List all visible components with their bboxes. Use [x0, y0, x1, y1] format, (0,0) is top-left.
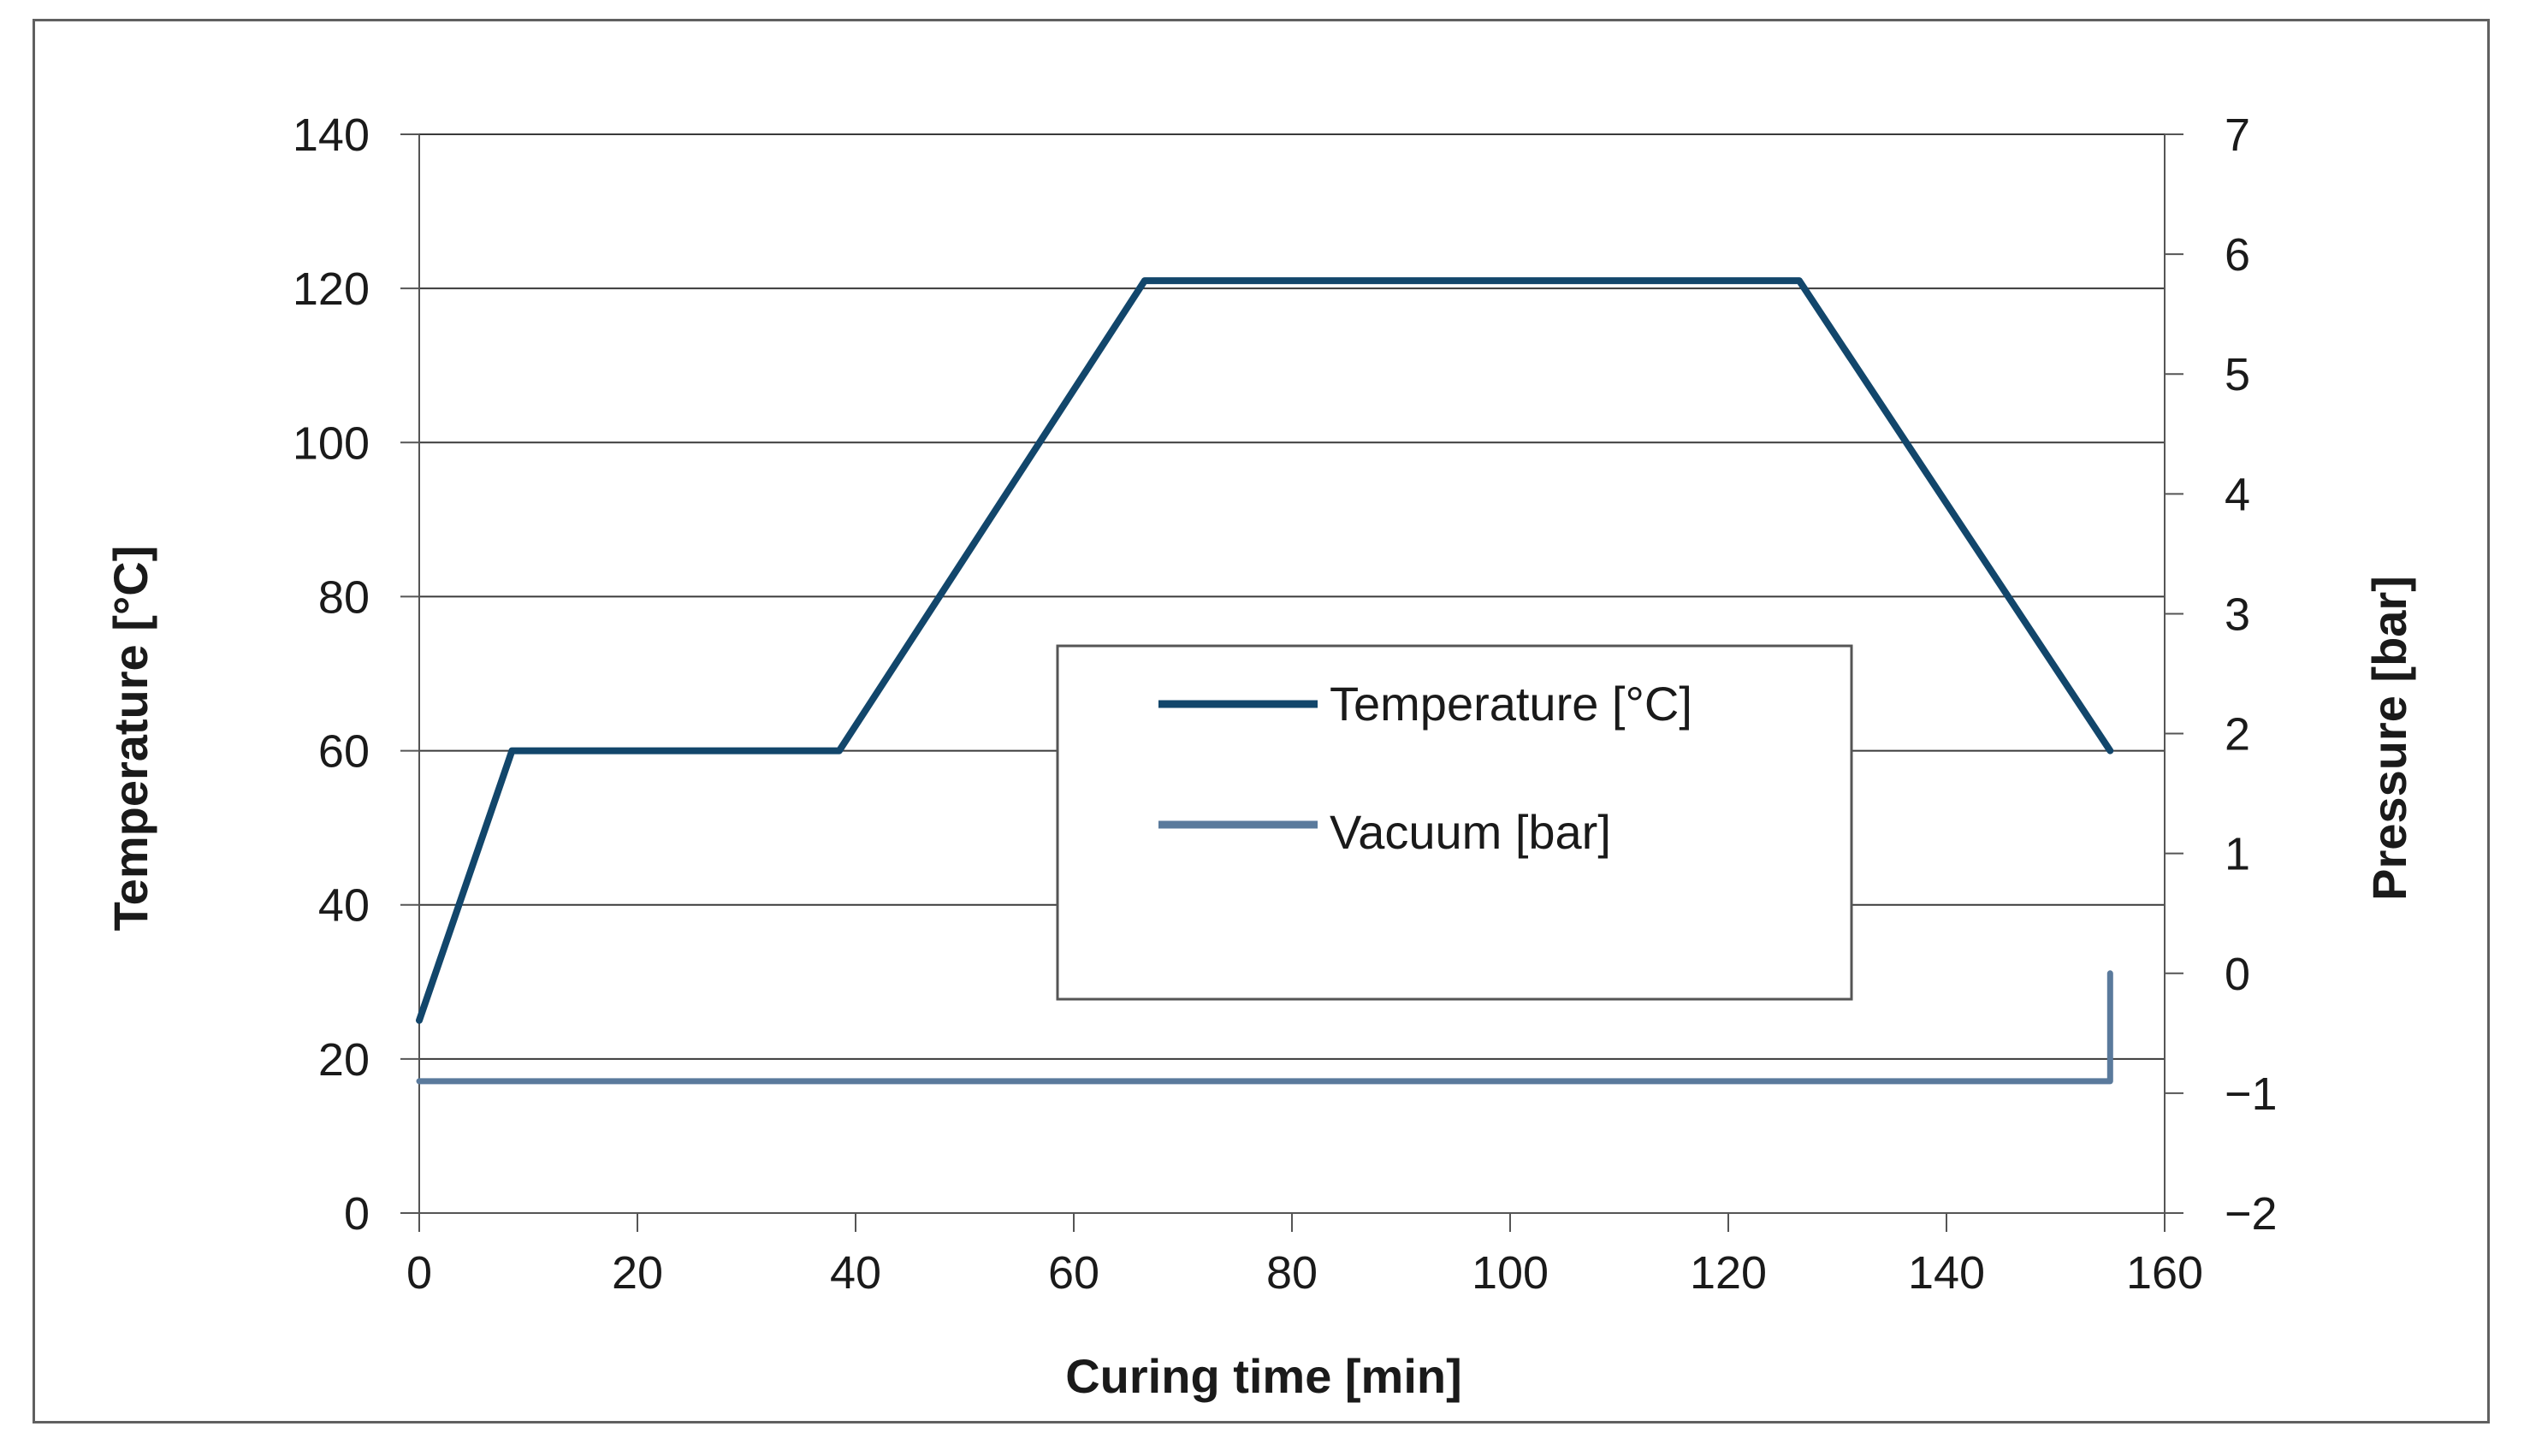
y-tick-label: 20: [318, 1034, 370, 1086]
legend-label-temperature: Temperature [°C]: [1330, 677, 1692, 731]
y-tick-label: 80: [318, 571, 370, 623]
x-tick-label: 120: [1690, 1247, 1767, 1299]
y2-tick-label: 0: [2225, 949, 2250, 1000]
legend-label-vacuum: Vacuum [bar]: [1330, 805, 1611, 859]
series-line-temperature: [416, 277, 2114, 1024]
x-tick-label: 100: [1472, 1247, 1549, 1299]
axes: [400, 133, 2183, 1232]
y-tick-label: 100: [293, 417, 370, 469]
y2-tick-label: −1: [2225, 1068, 2278, 1120]
gridlines: [419, 133, 2165, 1060]
y-tick-label: 120: [293, 263, 370, 315]
x-tick-label: 40: [830, 1247, 881, 1299]
y2-tick-label: 5: [2225, 349, 2250, 400]
y2-tick-label: 1: [2225, 829, 2250, 880]
y2-tick-label: 3: [2225, 589, 2250, 640]
y-tick-label: 0: [344, 1188, 370, 1240]
x-tick-label: 80: [1266, 1247, 1318, 1299]
y-tick-label: 40: [318, 880, 370, 932]
x-tick-label: 160: [2126, 1247, 2203, 1299]
y2-tick-label: 4: [2225, 469, 2250, 520]
y2-axis-title: Pressure [bar]: [2362, 576, 2416, 901]
x-axis-title: Curing time [min]: [1065, 1349, 1462, 1403]
y-tick-label: 140: [293, 109, 370, 161]
tick-labels: 0 20 40 60 80 100 120 140 −2 −1 0 1 2 3 4 5 6 7 0 20 40 60 80 1…: [293, 109, 2278, 1299]
x-tick-label: 140: [1908, 1247, 1985, 1299]
y2-tick-label: 7: [2225, 109, 2250, 161]
series: [416, 277, 2114, 1085]
series-line-vacuum: [416, 970, 2113, 1085]
y-tick-label: 60: [318, 726, 370, 778]
y2-tick-label: 2: [2225, 709, 2250, 761]
y2-tick-label: −2: [2225, 1188, 2278, 1240]
y2-tick-label: 6: [2225, 229, 2250, 281]
x-tick-label: 0: [406, 1247, 432, 1299]
legend: Temperature [°C] Vacuum [bar]: [1056, 644, 1853, 1001]
x-tick-label: 60: [1048, 1247, 1099, 1299]
x-tick-label: 20: [612, 1247, 663, 1299]
y-axis-title: Temperature [°C]: [104, 546, 157, 932]
